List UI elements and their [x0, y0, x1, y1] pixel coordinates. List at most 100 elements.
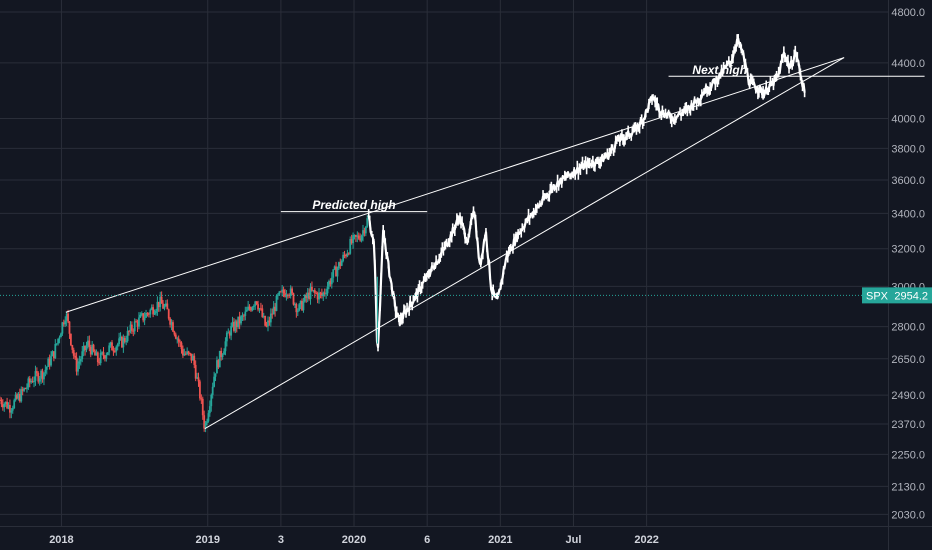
candle-body	[356, 235, 359, 237]
candle-body	[328, 281, 330, 287]
x-tick-label: 2021	[488, 534, 512, 546]
candle-body	[157, 301, 160, 308]
x-tick-label: 2018	[49, 534, 73, 546]
y-tick-label: 2370.0	[891, 419, 925, 431]
candle-body	[228, 332, 231, 336]
candle-body	[140, 313, 143, 315]
candle-body	[64, 320, 67, 325]
candle-body	[172, 322, 174, 332]
candle-body	[204, 423, 207, 429]
annotation-label: Predicted high	[312, 198, 395, 212]
candle-body	[145, 313, 147, 318]
candle-body	[182, 349, 184, 356]
candle-body	[99, 352, 102, 364]
candle-body	[302, 301, 305, 311]
candle-body	[96, 352, 99, 363]
y-tick-label: 4800.0	[891, 7, 925, 19]
candle-body	[101, 352, 103, 354]
candle-body	[362, 230, 364, 236]
candle-body	[133, 321, 136, 332]
candle-body	[105, 354, 108, 359]
trendlines[interactable]	[65, 57, 925, 430]
candle-body	[282, 289, 285, 294]
candle-body	[62, 322, 65, 325]
y-tick-label: 2130.0	[891, 481, 925, 493]
candle-body	[352, 235, 354, 244]
candle-body	[43, 372, 45, 380]
candle-body	[85, 345, 88, 350]
candle-body	[132, 330, 135, 332]
candle-body	[28, 378, 31, 383]
candle-body	[156, 301, 159, 311]
candle-body	[259, 308, 262, 310]
candle-body	[196, 377, 198, 379]
candle-body	[354, 235, 357, 237]
candle-body	[366, 218, 369, 227]
candle-body	[240, 316, 242, 324]
candle-body	[57, 338, 60, 344]
candle-body	[125, 341, 128, 343]
x-tick-label: Jul	[566, 534, 582, 546]
candle-body	[92, 344, 95, 352]
candle-body	[143, 317, 146, 321]
candle-body	[116, 344, 119, 347]
candle-body	[343, 254, 346, 256]
candle-body	[250, 308, 252, 311]
candle-body	[38, 378, 41, 382]
candle-body	[136, 321, 139, 327]
candle-body	[164, 303, 167, 307]
candle-body	[337, 262, 340, 269]
candle-body	[197, 377, 200, 382]
candle-body	[207, 413, 210, 422]
candle-body	[333, 266, 336, 270]
candle-body	[71, 345, 74, 350]
candle-body	[0, 399, 1, 401]
candle-body	[269, 313, 272, 323]
candle-body	[216, 360, 218, 374]
candle-body	[44, 369, 47, 373]
candle-series	[0, 215, 369, 433]
candle-body	[89, 346, 92, 355]
candle-body	[30, 380, 33, 383]
candle-body	[146, 313, 149, 315]
candle-body	[119, 336, 122, 339]
candle-body	[268, 320, 271, 323]
candle-body	[364, 226, 367, 234]
candle-body	[271, 313, 274, 315]
candle-body	[264, 315, 267, 326]
candle-body	[18, 394, 21, 402]
candle-body	[299, 300, 302, 305]
candle-body	[139, 314, 142, 318]
candle-body	[189, 352, 191, 354]
last-price-marker: SPX 2954.2	[0, 287, 932, 304]
candle-body	[241, 315, 244, 317]
candle-body	[326, 286, 329, 294]
candle-body	[230, 326, 233, 336]
candle-body	[347, 253, 350, 255]
candle-body	[60, 333, 62, 338]
candle-body	[3, 403, 6, 408]
candle-body	[75, 357, 78, 372]
candle-body	[13, 400, 16, 409]
candle-body	[316, 293, 319, 300]
candle-body	[233, 322, 235, 331]
candle-body	[58, 337, 61, 339]
candle-body	[237, 316, 240, 328]
candle-body	[142, 313, 145, 321]
candle-body	[183, 353, 186, 356]
candle-body	[54, 344, 57, 359]
candle-body	[322, 292, 325, 297]
trendline[interactable]	[204, 57, 845, 430]
candle-body	[221, 354, 224, 358]
candle-body	[87, 340, 89, 346]
candle-body	[111, 342, 113, 351]
trendline[interactable]	[65, 57, 845, 313]
candle-body	[278, 291, 281, 295]
candle-body	[203, 415, 206, 429]
candle-body	[340, 260, 343, 266]
candle-body	[67, 313, 69, 322]
candle-body	[231, 322, 234, 327]
x-tick-label: 3	[278, 534, 284, 546]
